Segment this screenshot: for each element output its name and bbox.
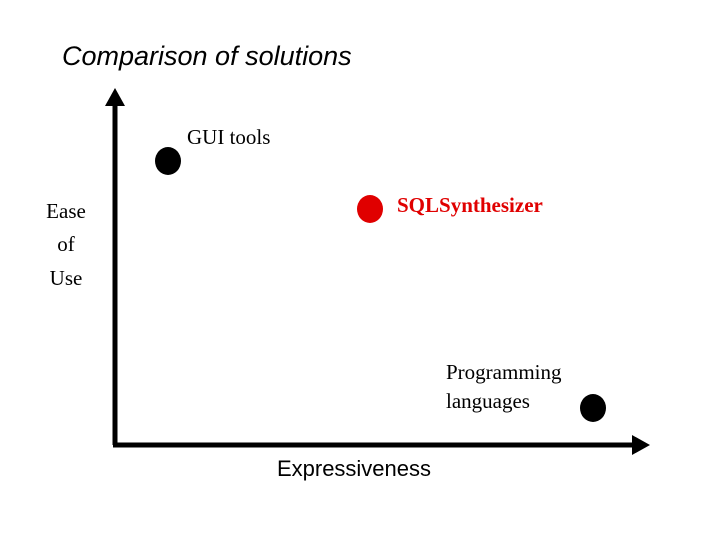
point-label: Programming [446,360,562,384]
y-axis-label: Use [50,266,83,290]
point-label: SQLSynthesizer [397,193,543,217]
title: Comparison of solutions [62,41,352,71]
x-axis-label: Expressiveness [277,456,431,481]
x-arrow [632,435,650,455]
dot [357,195,383,223]
y-arrow [105,88,125,106]
point-label: GUI tools [187,125,270,149]
y-axis-label: Ease [46,199,86,223]
y-axis-label: of [57,232,75,256]
dot [580,394,606,422]
point-label: languages [446,389,530,413]
dot [155,147,181,175]
